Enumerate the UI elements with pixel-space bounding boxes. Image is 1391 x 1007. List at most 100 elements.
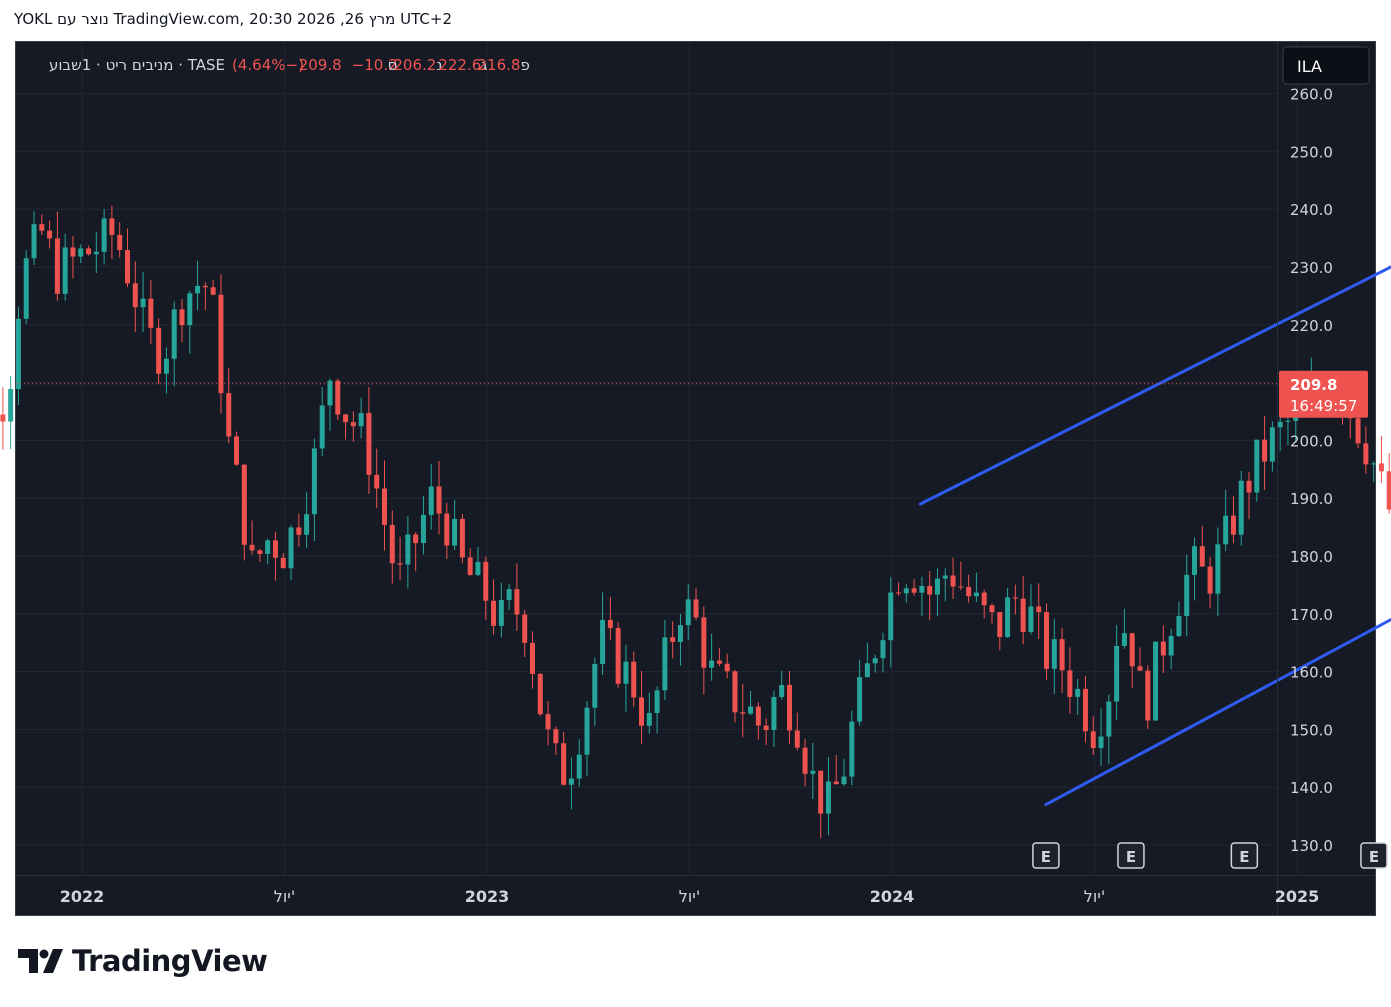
candle-body [8, 388, 14, 422]
candle-body [358, 413, 364, 427]
candle-body [179, 309, 185, 326]
currency-badge[interactable]: ILA [1282, 46, 1370, 85]
candle-body [748, 706, 754, 714]
candle-body [335, 380, 341, 415]
candle-body [1145, 670, 1151, 721]
candle-body [506, 589, 512, 601]
tradingview-logo[interactable]: TradingView [18, 944, 268, 978]
candle-body [413, 534, 419, 544]
candle-body [304, 514, 310, 535]
legend-low-label: נ [436, 56, 442, 74]
candle-body [475, 561, 481, 576]
earnings-marker-label: E [1369, 848, 1379, 866]
candle-body [1207, 566, 1213, 594]
candle-body [1230, 515, 1236, 535]
candle-body [498, 600, 504, 626]
candle-body [296, 527, 302, 535]
candle-body [171, 309, 177, 359]
candle-body [794, 730, 800, 748]
candle-body [934, 578, 940, 595]
time-tick-label: 2022 [60, 887, 105, 906]
legend-high: 222.6 [438, 56, 481, 74]
candle-body [911, 588, 917, 593]
candle-body [483, 561, 489, 601]
candle-body [70, 247, 76, 257]
candle-body [919, 585, 925, 593]
earnings-marker[interactable]: E [1117, 842, 1145, 869]
candle-body [241, 464, 247, 545]
candle-body [1005, 597, 1011, 638]
candle-body [981, 592, 987, 606]
candle-body [864, 663, 870, 678]
candle-body [428, 486, 434, 515]
candle-body [880, 640, 886, 659]
time-axis[interactable]: 2022יול'2023יול'2024יול'2025יול'2026יול'… [60, 887, 1391, 906]
candle-body [888, 592, 894, 641]
candle-body [1199, 546, 1205, 567]
candle-body [732, 671, 738, 713]
bar-countdown: 16:49:57 [1290, 397, 1357, 415]
chart-frame [15, 41, 1376, 916]
candle-body [592, 664, 598, 708]
candle-body [973, 592, 979, 597]
currency-label: ILA [1297, 57, 1322, 76]
candle-body [841, 776, 847, 785]
candle-body [109, 218, 115, 235]
candle-body [1277, 421, 1283, 428]
price-tick-label: 170.0 [1290, 606, 1333, 624]
candle-body [350, 422, 356, 427]
candle-body [677, 625, 683, 642]
candle-body [802, 747, 808, 774]
price-tick-label: 250.0 [1290, 143, 1333, 161]
candle-body [818, 770, 824, 814]
candle-body [405, 534, 411, 565]
candle-body [117, 234, 123, 251]
candle-body [1075, 688, 1081, 697]
candle-body [78, 248, 84, 257]
price-tick-label: 150.0 [1290, 721, 1333, 739]
candle-body [140, 298, 146, 308]
candle-body [436, 486, 442, 514]
candle-body [896, 592, 902, 594]
candle-body [23, 258, 29, 319]
candle-body [327, 380, 333, 406]
candle-body [833, 781, 839, 785]
candle-body [366, 413, 372, 475]
candle-body [966, 586, 972, 597]
candle-body [210, 287, 216, 295]
candle-body [124, 250, 130, 284]
earnings-marker[interactable]: E [1230, 842, 1259, 869]
candle-body [163, 358, 169, 374]
candle-body [825, 781, 831, 814]
price-tick-label: 220.0 [1290, 317, 1333, 335]
time-tick-label: 2024 [870, 887, 915, 906]
candle-body [1121, 633, 1127, 646]
price-tick-label: 260.0 [1290, 86, 1333, 104]
candle-body [1090, 731, 1096, 749]
price-tick-label: 240.0 [1290, 201, 1333, 219]
candle-body [1137, 666, 1143, 671]
earnings-marker-label: E [1041, 848, 1051, 866]
candle-body [1168, 636, 1174, 656]
candle-body [763, 725, 769, 731]
candle-body [1254, 439, 1260, 493]
candle-body [740, 712, 746, 714]
earnings-marker[interactable]: E [1360, 842, 1388, 869]
price-tick-label: 180.0 [1290, 548, 1333, 566]
earnings-markers[interactable]: EEEEEEEE [1032, 842, 1391, 869]
candle-body [927, 585, 933, 595]
price-tick-label: 230.0 [1290, 259, 1333, 277]
candle-body [319, 405, 325, 449]
earnings-marker[interactable]: E [1032, 842, 1060, 869]
candle-body [584, 707, 590, 755]
candle-body [810, 770, 816, 774]
candle-body [1044, 612, 1050, 669]
candle-body [1067, 670, 1073, 697]
candle-body [93, 251, 99, 255]
candle-body [600, 619, 606, 665]
candle-body [755, 706, 761, 726]
candle-body [639, 697, 645, 726]
legend-close: 209.8 [299, 56, 342, 74]
price-axis[interactable]: 130.0 140.0 150.0 160.0 170.0 180.0 190.0 200.0… [1290, 86, 1333, 855]
